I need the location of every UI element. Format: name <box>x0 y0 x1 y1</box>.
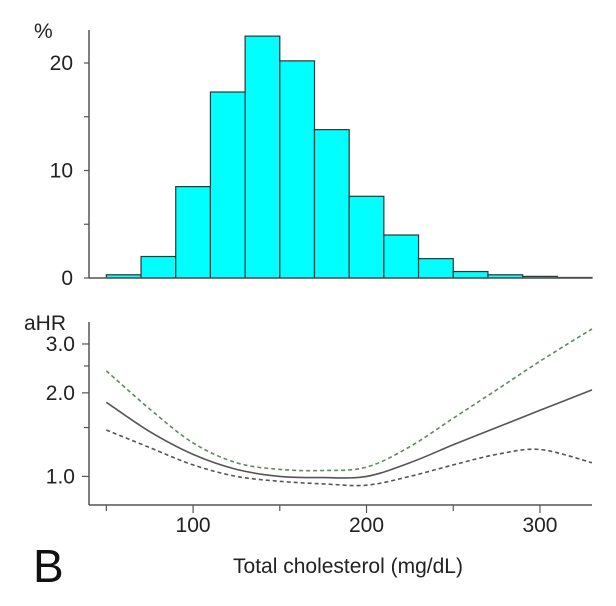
histogram-bar <box>348 195 385 279</box>
histogram-bar <box>417 258 454 279</box>
hazard-ratio-estimate-line <box>105 389 593 479</box>
hazard-ratio-axes: 1.0 2.0 3.0 100 200 300 <box>46 322 592 537</box>
panel-label: B <box>33 540 64 592</box>
hazard-ratio-y-tick-label: 3.0 <box>46 333 75 356</box>
histogram-bars <box>105 35 593 279</box>
histogram-bar <box>209 91 246 279</box>
lower-confidence-line <box>106 429 593 487</box>
histogram-axes: 0 10 20 <box>50 30 592 290</box>
hazard-ratio-panel: aHR 1.0 2.0 3.0 100 200 300 Total cholesterol… <box>24 312 593 578</box>
hazard-ratio-y-label: aHR <box>24 312 66 335</box>
x-tick-label: 200 <box>349 514 384 537</box>
hazard-ratio-y-tick-label: 2.0 <box>46 382 75 405</box>
histogram-bar <box>279 60 316 279</box>
hazard-ratio-y-tick-label: 1.0 <box>46 465 75 488</box>
x-axis-label: Total cholesterol (mg/dL) <box>233 555 463 578</box>
histogram-y-tick-label: 20 <box>50 52 73 75</box>
histogram-bar <box>452 270 489 279</box>
hazard-ratio-curves <box>105 328 593 487</box>
histogram-y-tick-label: 0 <box>61 267 73 290</box>
histogram-bar <box>244 35 281 279</box>
histogram-bar <box>383 234 420 279</box>
histogram-y-tick-label: 10 <box>50 160 73 183</box>
histogram-bar <box>175 186 212 279</box>
histogram-bar <box>313 129 350 279</box>
x-tick-label: 100 <box>176 514 211 537</box>
histogram-y-label: % <box>34 20 53 43</box>
upper-confidence-line <box>105 328 593 472</box>
histogram-panel: % 0 10 20 <box>34 20 593 290</box>
histogram-bar <box>140 255 177 279</box>
x-tick-label: 300 <box>522 514 557 537</box>
